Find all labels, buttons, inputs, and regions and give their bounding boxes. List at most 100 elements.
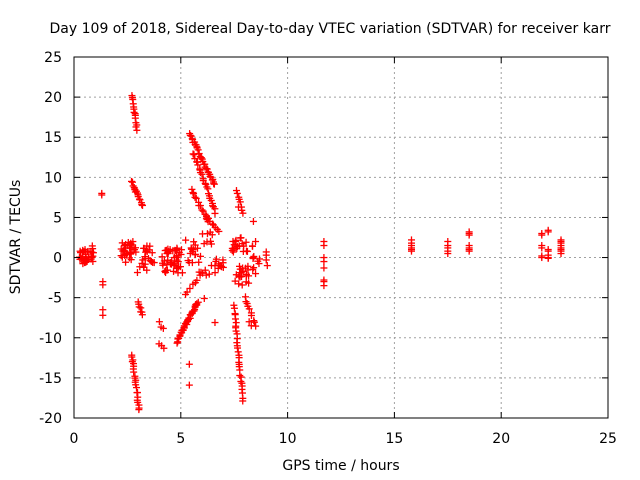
y-tick-label: 20	[44, 90, 62, 106]
data-point	[121, 251, 129, 259]
data-point	[263, 262, 271, 270]
data-point	[203, 230, 211, 238]
data-point	[203, 165, 211, 173]
data-point	[186, 249, 194, 257]
data-point	[175, 248, 183, 256]
data-point	[194, 244, 202, 252]
data-point	[127, 249, 135, 257]
data-point	[538, 254, 546, 262]
data-point	[80, 248, 88, 256]
data-point	[89, 252, 97, 260]
data-point	[239, 397, 247, 405]
data-point	[197, 154, 205, 162]
data-point	[320, 242, 328, 250]
x-tick-label: 25	[599, 431, 617, 447]
chart-title: Day 109 of 2018, Sidereal Day-to-day VTE…	[50, 21, 611, 37]
data-point	[141, 253, 149, 261]
plot-frame	[73, 56, 609, 419]
data-point	[194, 146, 202, 154]
data-point	[185, 381, 193, 389]
data-point	[138, 259, 146, 267]
data-point	[146, 257, 154, 265]
data-point	[208, 231, 216, 239]
data-point	[132, 123, 140, 131]
data-point	[218, 263, 226, 271]
data-point	[245, 279, 253, 287]
data-point	[234, 348, 242, 356]
grid-layer	[74, 57, 608, 418]
data-point	[126, 240, 134, 248]
data-point	[211, 262, 219, 270]
data-point	[249, 217, 257, 225]
data-point	[159, 261, 167, 269]
data-point	[133, 269, 141, 277]
data-point	[192, 194, 200, 202]
data-point	[205, 270, 213, 278]
data-point	[215, 227, 223, 235]
data-point	[88, 248, 96, 256]
data-point	[98, 191, 106, 199]
data-point	[131, 244, 139, 252]
data-point	[184, 257, 192, 265]
data-point	[320, 258, 328, 266]
data-point	[155, 318, 163, 326]
data-point	[174, 264, 182, 272]
data-point	[237, 234, 245, 242]
y-tick-label: 10	[44, 170, 62, 186]
x-tick-label: 10	[279, 431, 297, 447]
data-point	[141, 260, 149, 268]
data-point	[128, 178, 136, 186]
data-point	[237, 377, 245, 385]
data-point	[407, 247, 415, 255]
data-point	[320, 264, 328, 272]
data-point	[99, 311, 107, 319]
data-point	[128, 177, 136, 185]
data-point	[135, 303, 143, 311]
data-point	[236, 198, 244, 206]
data-point	[190, 238, 198, 246]
data-point	[197, 252, 205, 260]
data-point	[235, 272, 243, 280]
data-point	[119, 247, 127, 255]
data-point	[211, 319, 219, 327]
data-point	[234, 344, 242, 352]
data-point	[178, 269, 186, 277]
data-point	[187, 244, 195, 252]
data-point	[138, 311, 146, 319]
data-point	[127, 239, 135, 247]
y-tick-label: 0	[53, 251, 62, 267]
data-point	[232, 236, 240, 244]
data-point	[182, 236, 190, 244]
y-tick-label: 25	[44, 50, 62, 66]
data-point	[142, 246, 150, 254]
data-point	[242, 238, 250, 246]
y-tick-label: 15	[44, 130, 62, 146]
data-point	[130, 368, 138, 376]
data-point	[129, 182, 137, 190]
data-point	[252, 270, 260, 278]
data-point	[150, 259, 158, 267]
data-point	[245, 305, 253, 313]
data-point	[138, 201, 146, 209]
data-point	[234, 203, 242, 211]
data-point	[320, 282, 328, 290]
data-point	[183, 288, 191, 296]
data-point	[191, 251, 199, 259]
data-point	[544, 254, 552, 262]
data-point	[194, 161, 202, 169]
x-tick-label: 15	[385, 431, 403, 447]
data-point	[79, 246, 87, 254]
data-point	[210, 180, 218, 188]
data-point	[249, 265, 257, 273]
data-point	[196, 202, 204, 210]
data-point	[242, 270, 250, 278]
data-point	[236, 273, 244, 281]
data-point	[173, 264, 181, 272]
data-point	[202, 271, 210, 279]
data-point	[202, 212, 210, 220]
x-axis-title: GPS time / hours	[282, 458, 399, 474]
data-point	[193, 276, 201, 284]
data-point	[188, 185, 196, 193]
y-tick-label: -20	[39, 411, 62, 427]
data-point	[190, 190, 198, 198]
